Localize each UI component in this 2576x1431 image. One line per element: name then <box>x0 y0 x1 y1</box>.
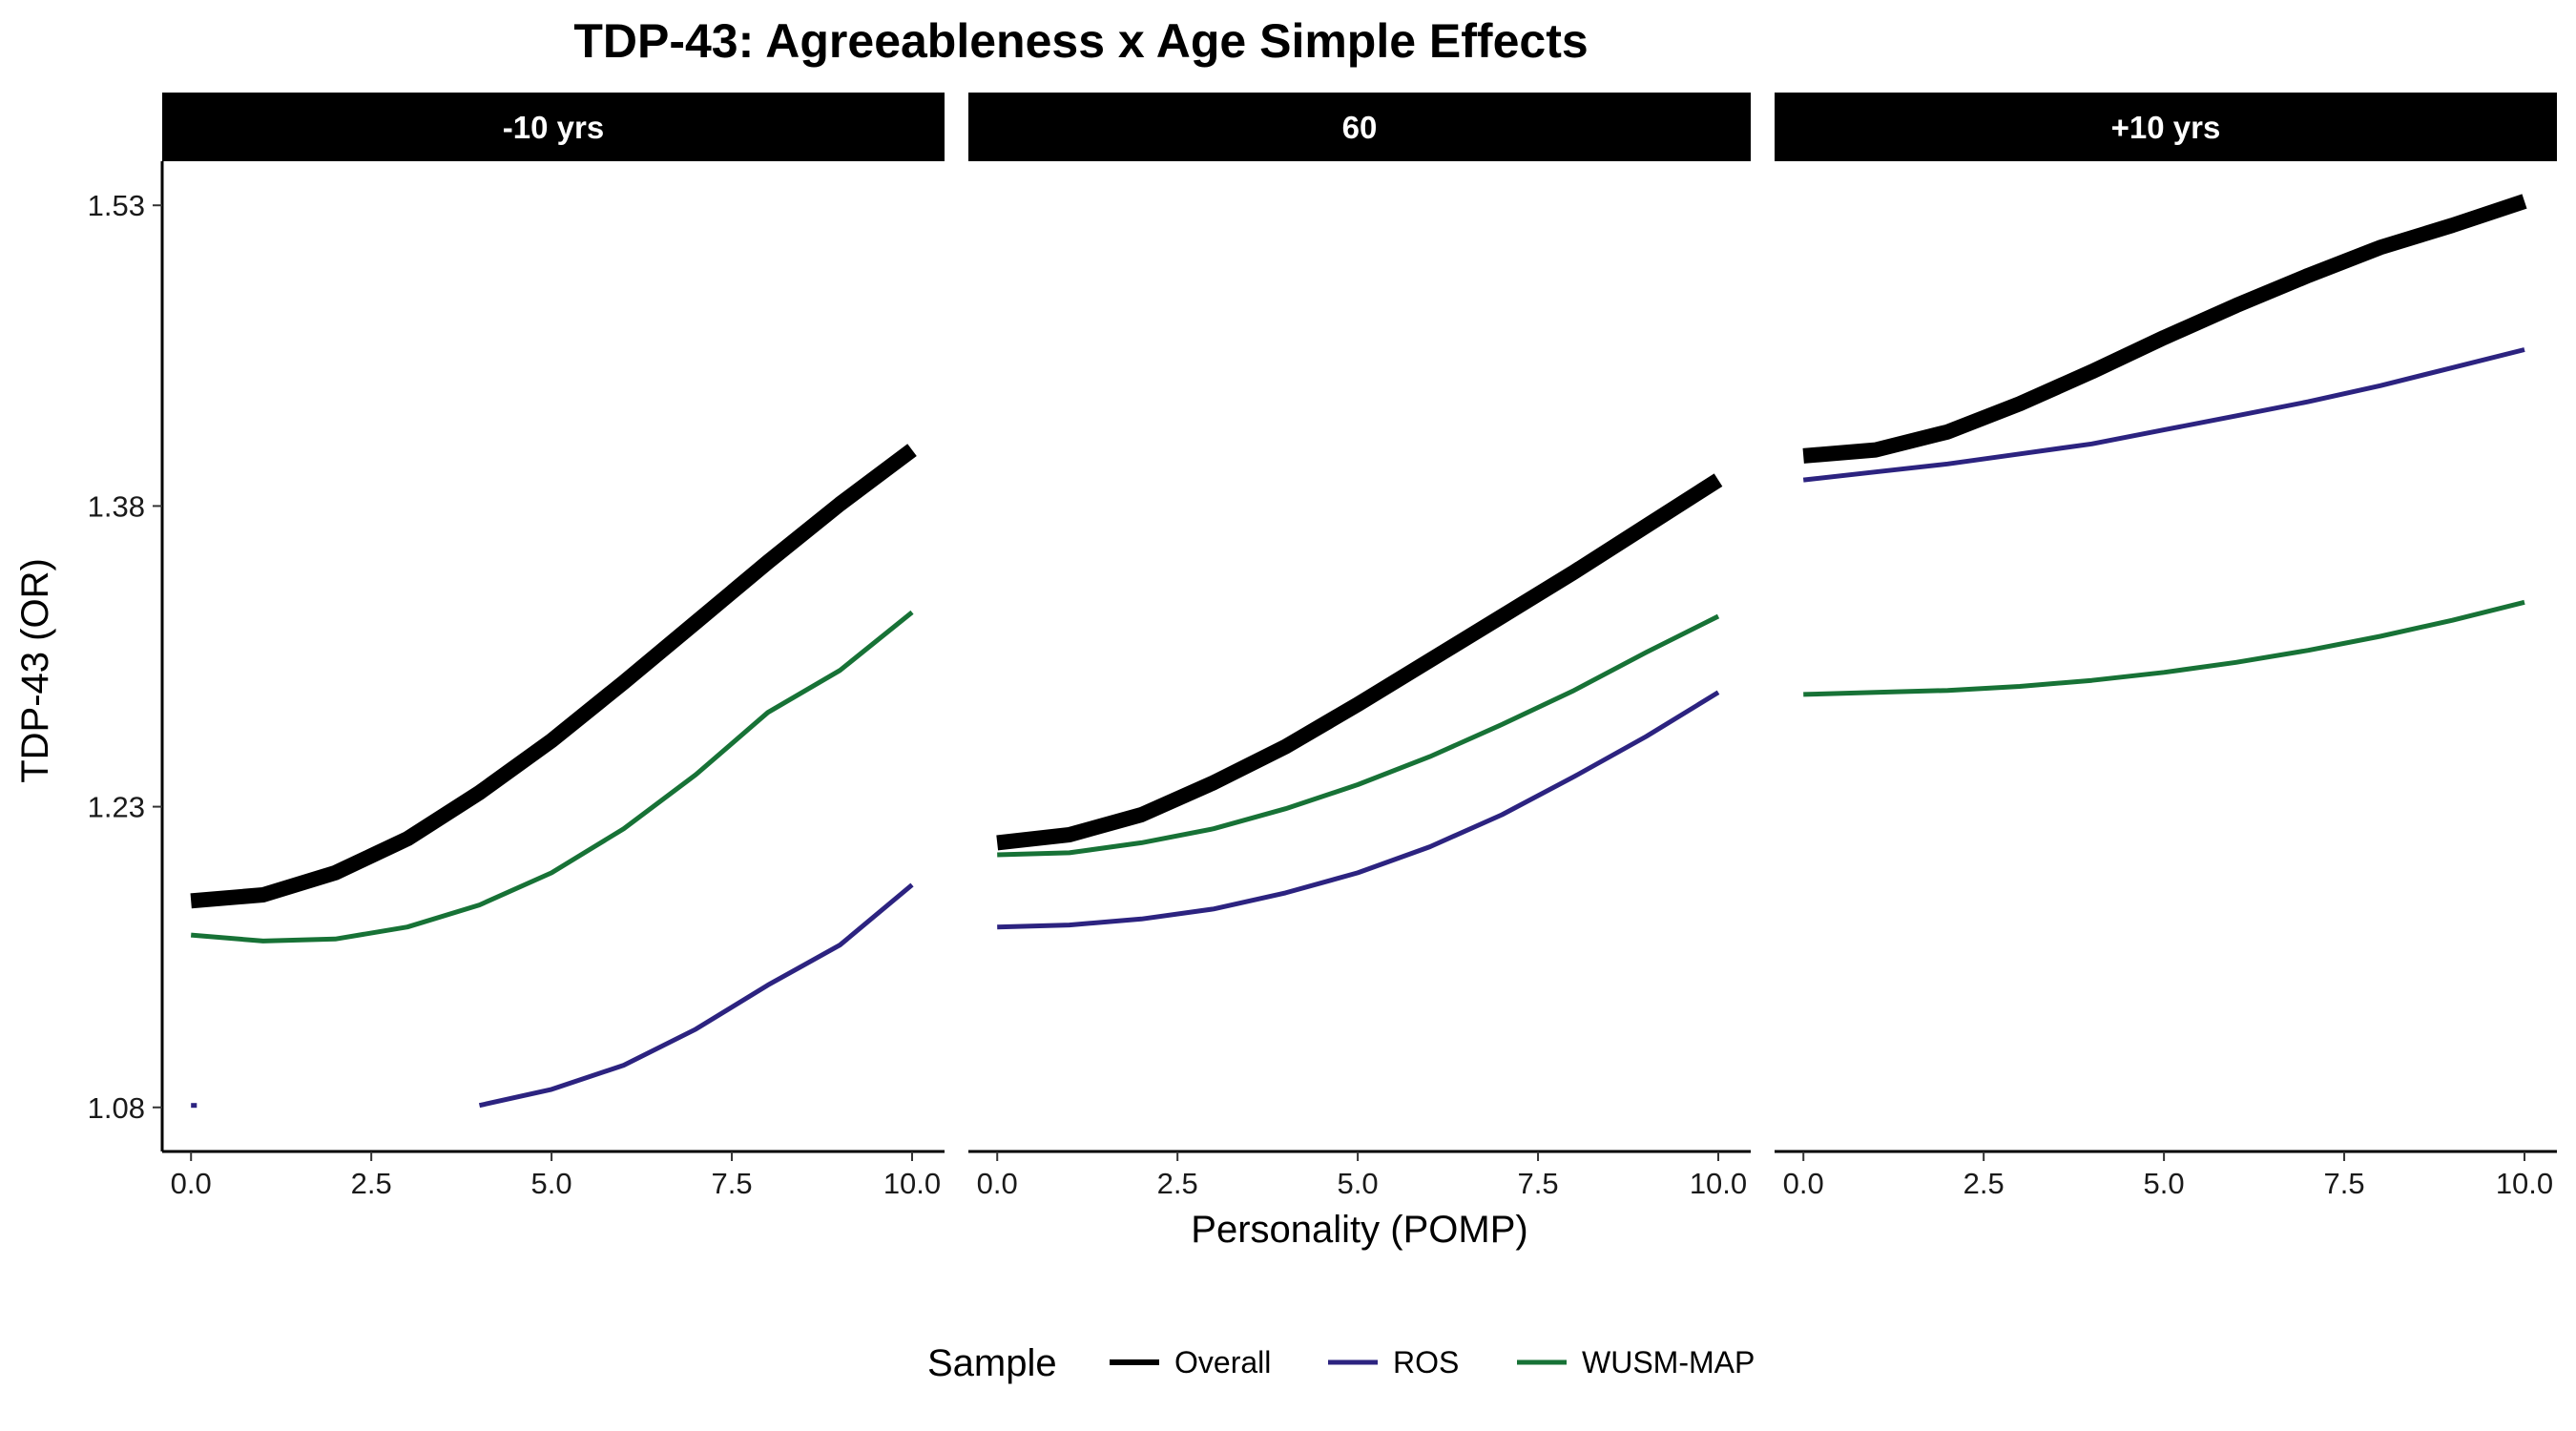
panel-60: 60 0.0 2.5 5.0 7.5 10.0 <box>968 93 1751 1200</box>
x-tick-label: 7.5 <box>2323 1167 2364 1200</box>
x-tick-label: 0.0 <box>171 1167 212 1200</box>
y-tick-label: 1.53 <box>88 189 145 222</box>
series-line-ros <box>997 690 1720 930</box>
x-tick-label: 2.5 <box>1963 1167 2005 1200</box>
y-tick-label: 1.08 <box>88 1091 145 1125</box>
panel-10-yrs: +10 yrs 0.0 2.5 5.0 7.5 10.0 <box>1775 93 2557 1200</box>
series-line-overall <box>190 444 917 909</box>
x-tick-label: 5.0 <box>531 1167 572 1200</box>
x-tick-label: 10.0 <box>1690 1167 1747 1200</box>
legend: Sample Overall ROS WUSM-MAP <box>927 1342 1755 1384</box>
series-line-ros <box>478 882 914 1109</box>
facet-strip-label: -10 yrs <box>503 110 604 145</box>
legend-label-ros: ROS <box>1393 1345 1459 1379</box>
facet-strip <box>968 93 1751 161</box>
y-tick-label: 1.23 <box>88 791 145 824</box>
series-line-wusm-map <box>190 610 914 944</box>
x-tick-label: 2.5 <box>1157 1167 1198 1200</box>
x-tick-label: 2.5 <box>351 1167 392 1200</box>
series-line-overall <box>1802 194 2527 464</box>
x-tick-label: 7.5 <box>711 1167 752 1200</box>
x-tick-label: 0.0 <box>977 1167 1018 1200</box>
series-line-wusm-map <box>1803 599 2525 697</box>
facet-strip-label: +10 yrs <box>2111 110 2221 145</box>
facet-strip-label: 60 <box>1342 110 1378 145</box>
x-tick-label: 10.0 <box>2496 1167 2553 1200</box>
chart-title: TDP-43: Agreeableness x Age Simple Effec… <box>573 14 1588 68</box>
panel-10-yrs: -10 yrs 0.0 2.5 5.0 7.5 10.0 1.08 1.23 1.38 1.53 <box>88 93 945 1200</box>
series-line-wusm-map <box>997 613 1720 858</box>
legend-label-wusm-map: WUSM-MAP <box>1582 1345 1755 1379</box>
legend-title: Sample <box>927 1342 1057 1384</box>
y-axis-title: TDP-43 (OR) <box>14 558 56 783</box>
x-tick-label: 0.0 <box>1783 1167 1824 1200</box>
y-tick-label: 1.38 <box>88 489 145 523</box>
x-tick-label: 5.0 <box>1338 1167 1379 1200</box>
series-line-overall <box>996 473 1723 851</box>
series-line-ros <box>1802 347 2525 483</box>
x-axis-title: Personality (POMP) <box>1191 1209 1527 1251</box>
x-tick-label: 5.0 <box>2144 1167 2185 1200</box>
x-tick-label: 10.0 <box>883 1167 941 1200</box>
facet-panels: -10 yrs 0.0 2.5 5.0 7.5 10.0 1.08 1.23 1.38 1.53 6… <box>88 93 2557 1200</box>
facet-strip <box>1775 93 2557 161</box>
facet-strip <box>162 93 945 161</box>
x-tick-label: 7.5 <box>1517 1167 1558 1200</box>
legend-label-overall: Overall <box>1174 1345 1271 1379</box>
